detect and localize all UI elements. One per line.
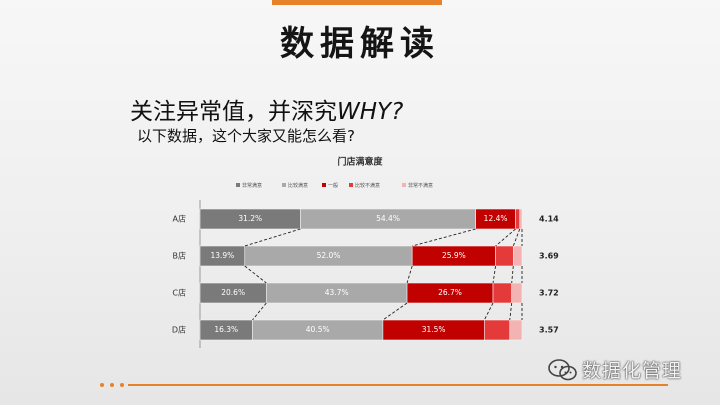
data-label: 54.4% bbox=[376, 214, 400, 223]
data-label: 25.9% bbox=[442, 251, 466, 260]
subtitle-text: 关注异常值，并深究 bbox=[130, 99, 337, 125]
legend-label: 非常不满意 bbox=[408, 182, 433, 189]
chart-title: 门店满意度 bbox=[337, 156, 383, 168]
category-label: B店 bbox=[173, 251, 187, 261]
legend-label: 比较不满意 bbox=[355, 182, 380, 189]
slide-title: 数据解读 bbox=[280, 24, 440, 64]
data-label: 52.0% bbox=[317, 251, 341, 260]
bar-segment bbox=[511, 282, 523, 304]
bar-segment bbox=[513, 245, 523, 267]
legend-swatch bbox=[236, 183, 240, 187]
bar-segment bbox=[519, 208, 523, 230]
score-label: 3.72 bbox=[539, 289, 559, 298]
category-label: A店 bbox=[173, 214, 186, 224]
data-label: 40.5% bbox=[306, 325, 330, 334]
bottom-dot bbox=[100, 383, 104, 387]
bar-segment bbox=[509, 319, 523, 341]
bar-segment bbox=[495, 245, 514, 267]
legend-swatch bbox=[322, 183, 326, 187]
bar-segment bbox=[484, 319, 511, 341]
legend-label: 一般 bbox=[328, 182, 338, 189]
data-label: 43.7% bbox=[325, 288, 349, 297]
watermark: 数据化管理 bbox=[548, 356, 682, 383]
slide-subtitle: 关注异常值，并深究WHY? bbox=[130, 92, 403, 126]
legend-swatch bbox=[402, 183, 406, 187]
score-label: 3.57 bbox=[539, 326, 559, 335]
dashed-connector bbox=[406, 265, 413, 284]
dashed-connector bbox=[244, 265, 267, 284]
category-label: C店 bbox=[172, 288, 186, 298]
top-accent-bar bbox=[272, 0, 442, 5]
score-label: 4.14 bbox=[539, 215, 559, 224]
data-label: 13.9% bbox=[210, 251, 234, 260]
category-label: D店 bbox=[172, 325, 186, 335]
dashed-connector bbox=[511, 265, 514, 284]
dashed-connector bbox=[509, 302, 513, 321]
legend-swatch bbox=[349, 183, 353, 187]
score-label: 3.69 bbox=[539, 252, 559, 261]
data-label: 12.4% bbox=[484, 214, 508, 223]
dashed-connector bbox=[495, 228, 516, 247]
slide-question: 以下数据，这个大家又能怎么看? bbox=[137, 127, 355, 145]
subtitle-why: WHY? bbox=[337, 99, 404, 125]
dashed-connector bbox=[492, 265, 497, 284]
dashed-connector bbox=[382, 302, 408, 321]
dashed-connector bbox=[412, 228, 476, 247]
bottom-rule bbox=[128, 384, 668, 386]
dashed-connector bbox=[512, 228, 521, 247]
bottom-dot bbox=[110, 383, 114, 387]
data-label: 26.7% bbox=[438, 288, 462, 297]
dashed-connector bbox=[244, 228, 301, 247]
bar-segment bbox=[515, 208, 521, 230]
dashed-connector bbox=[252, 302, 267, 321]
legend-label: 比较满意 bbox=[288, 182, 308, 189]
data-label: 16.3% bbox=[214, 325, 238, 334]
dashed-connector bbox=[483, 302, 494, 321]
legend-label: 非常满意 bbox=[242, 182, 262, 189]
data-label: 31.5% bbox=[422, 325, 446, 334]
legend-swatch bbox=[282, 183, 286, 187]
bottom-dot bbox=[120, 383, 124, 387]
watermark-text: 数据化管理 bbox=[582, 360, 683, 382]
wechat-icon bbox=[548, 358, 577, 380]
data-label: 20.6% bbox=[221, 288, 245, 297]
bar-segment bbox=[492, 282, 512, 304]
data-label: 31.2% bbox=[238, 214, 262, 223]
